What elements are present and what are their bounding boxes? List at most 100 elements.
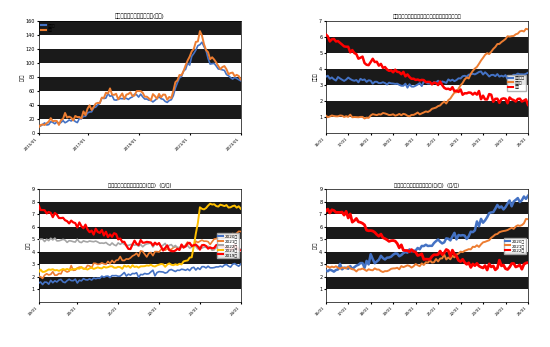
- Bar: [39, 63, 241, 77]
- 2019年: [156, 241, 162, 245]
- Line: 2021年: 2021年: [326, 219, 528, 272]
- Legend: 均价同比, 进口额, 均价: 均价同比, 进口额, 均价: [507, 75, 526, 91]
- 2022年: [223, 245, 230, 249]
- 2020年: [141, 271, 148, 276]
- Y-axis label: 万美元: 万美元: [313, 73, 318, 81]
- 2020年: [331, 270, 337, 274]
- Bar: [39, 189, 241, 202]
- Line: 2020年: 2020年: [39, 264, 241, 285]
- 2022年: [324, 207, 331, 211]
- 2020年: [428, 244, 435, 248]
- 2021年: [141, 252, 148, 256]
- 2019年: [229, 247, 236, 251]
- 2020年: [516, 200, 523, 204]
- 2019年: [74, 225, 81, 229]
- 2022年: [484, 268, 491, 272]
- Legend: 2020年, 2021年, 2022年: 2020年, 2021年, 2022年: [504, 238, 526, 254]
- 2021年: [428, 261, 435, 265]
- Bar: [39, 289, 241, 302]
- Line: 2023年: 2023年: [39, 204, 241, 272]
- Line: 2019年: 2019年: [39, 205, 241, 251]
- Bar: [326, 69, 528, 85]
- 2023年: [156, 263, 162, 267]
- Title: 红枣一般贸易进口量及增速(月度)  (元/吨): 红枣一般贸易进口量及增速(月度) (元/吨): [108, 183, 172, 188]
- 2023年: [223, 203, 230, 207]
- Y-axis label: 吨/月: 吨/月: [19, 73, 24, 81]
- Y-axis label: 元/吨: 元/吨: [313, 242, 318, 249]
- 2021年: [522, 217, 529, 221]
- 2021年: [229, 231, 236, 236]
- 2021年: [516, 224, 523, 228]
- Bar: [326, 85, 528, 101]
- Line: 2020年: 2020年: [326, 196, 528, 272]
- 2021年: [235, 229, 242, 234]
- Bar: [326, 252, 528, 264]
- Bar: [39, 239, 241, 252]
- Bar: [39, 21, 241, 35]
- 2022年: [232, 249, 238, 254]
- 2019年: [139, 241, 146, 245]
- 2021年: [525, 217, 531, 221]
- 2021年: [445, 255, 452, 260]
- 2019年: [238, 248, 244, 252]
- 2022年: [428, 254, 435, 259]
- 2020年: [223, 262, 230, 266]
- 2023年: [207, 202, 213, 206]
- Bar: [326, 214, 528, 227]
- Title: 红枣一般贸易进口量及增速(元/吨)  (元/吨): 红枣一般贸易进口量及增速(元/吨) (元/吨): [394, 183, 459, 188]
- 2019年: [35, 203, 42, 207]
- 2023年: [82, 267, 89, 271]
- Y-axis label: 元/吨: 元/吨: [25, 242, 30, 249]
- 2022年: [371, 230, 378, 234]
- 2021年: [361, 268, 368, 272]
- Bar: [326, 227, 528, 239]
- 2022年: [364, 228, 370, 232]
- 2020年: [445, 237, 452, 241]
- Bar: [39, 277, 241, 289]
- 2022年: [76, 240, 82, 244]
- 2022年: [84, 240, 91, 244]
- Bar: [326, 117, 528, 133]
- Bar: [326, 202, 528, 214]
- 2022年: [513, 265, 519, 269]
- 2022年: [322, 209, 329, 213]
- Bar: [39, 264, 241, 277]
- Bar: [326, 289, 528, 302]
- Bar: [39, 227, 241, 239]
- Bar: [326, 239, 528, 252]
- 2020年: [525, 194, 531, 198]
- 2023年: [238, 207, 244, 211]
- 2023年: [229, 204, 236, 208]
- 2023年: [74, 266, 81, 270]
- 2022年: [35, 238, 42, 243]
- 2021年: [39, 276, 46, 280]
- 2021年: [379, 270, 386, 274]
- Legend: 2020年, 2021年, 2022年, 2023年, 2019年: 2020年, 2021年, 2022年, 2023年, 2019年: [217, 233, 239, 258]
- Line: 2022年: 2022年: [326, 209, 528, 270]
- 2022年: [158, 245, 164, 249]
- 2019年: [223, 246, 230, 251]
- 2023年: [139, 264, 146, 268]
- 2019年: [82, 222, 89, 227]
- 2021年: [223, 236, 230, 240]
- Bar: [39, 214, 241, 227]
- 2020年: [35, 281, 42, 285]
- 2023年: [35, 270, 42, 274]
- 2022年: [52, 236, 58, 240]
- 2021年: [158, 247, 164, 252]
- Bar: [39, 35, 241, 49]
- 2020年: [232, 262, 238, 266]
- Bar: [39, 105, 241, 119]
- Bar: [39, 77, 241, 91]
- 2020年: [76, 278, 82, 282]
- 2022年: [229, 244, 236, 248]
- 2021年: [370, 268, 376, 272]
- Line: 2021年: 2021年: [39, 231, 241, 278]
- 2020年: [510, 200, 517, 204]
- 2020年: [84, 278, 91, 282]
- 2021年: [84, 263, 91, 268]
- 2020年: [39, 282, 46, 287]
- Bar: [326, 264, 528, 277]
- Title: 红枣一般贸易进口量及增速(月度): 红枣一般贸易进口量及增速(月度): [115, 14, 164, 19]
- 2022年: [141, 243, 148, 247]
